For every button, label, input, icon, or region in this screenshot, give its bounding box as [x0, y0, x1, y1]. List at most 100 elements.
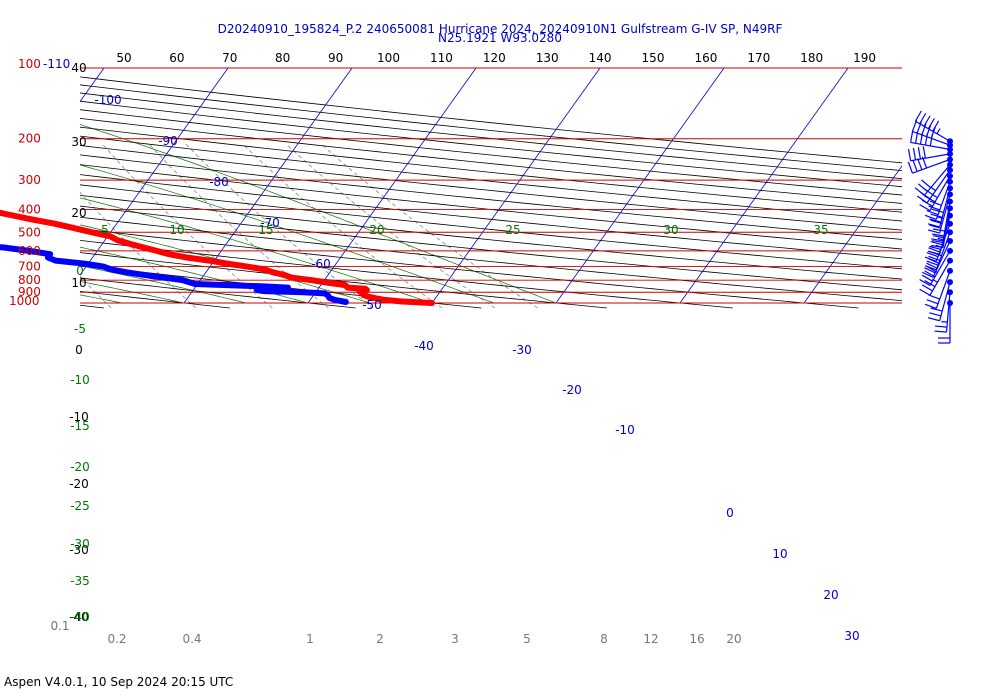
wind-barb-dot — [947, 167, 953, 174]
wind-barb-flag — [930, 219, 943, 224]
wind-barbs — [907, 110, 953, 344]
moist-adiabat-line — [80, 265, 247, 304]
mixing-ratio-label: 3 — [451, 632, 459, 646]
wind-barb-dot — [947, 156, 953, 163]
wind-barb-flag — [928, 247, 940, 253]
isotherm-label: -20 — [562, 383, 582, 397]
wind-barb-flag — [921, 284, 933, 292]
dry-adiabat-line — [80, 92, 902, 179]
isotherm-label: -40 — [414, 339, 434, 353]
wind-barb-flag — [932, 233, 945, 237]
wind-barb-flag — [924, 267, 936, 274]
isotherm-label: -90 — [158, 134, 178, 148]
wind-barb — [907, 156, 953, 174]
wind-barb-staff — [939, 281, 951, 321]
wind-barb-staff — [923, 164, 951, 196]
wind-barb-dot — [947, 191, 953, 198]
mixing-ratio-line — [101, 143, 273, 309]
wind-barb-dot — [947, 178, 953, 185]
wind-barb-flag — [917, 158, 923, 170]
top-axis-label: 120 — [483, 51, 506, 65]
moist-adiabat-line — [80, 281, 185, 304]
mixing-ratio-label: 1 — [306, 632, 314, 646]
wind-barb-flag — [930, 213, 943, 218]
moist-adiabat-label: -10 — [70, 373, 90, 387]
wind-barb-dot — [947, 172, 953, 179]
wind-barb-staff — [945, 292, 951, 333]
theta-label: -40 — [69, 610, 89, 624]
isotherm-label: -110 — [43, 57, 70, 71]
mixing-ratio-line — [242, 143, 443, 309]
wind-barb-flag — [926, 251, 939, 258]
wind-barb-flag — [914, 110, 922, 122]
pressure-label: 900 — [18, 285, 41, 299]
mixing-ratio-label: 8 — [600, 632, 608, 646]
top-axis-label: 110 — [430, 51, 453, 65]
wind-barb-dot — [947, 198, 953, 205]
theta-label: 40 — [71, 61, 86, 75]
dry-adiabat-line — [80, 84, 902, 172]
pressure-label: 400 — [18, 202, 41, 216]
theta-label: -10 — [69, 410, 89, 424]
wind-barb-flag — [924, 214, 937, 220]
dry-adiabat-line — [80, 205, 902, 291]
theta-label: 10 — [71, 276, 86, 290]
moist-adiabat-label: 25 — [505, 223, 520, 237]
wind-barb-flag — [917, 147, 922, 160]
isobars — [80, 67, 902, 304]
top-axis-label: 180 — [800, 51, 823, 65]
mixing-ratio-label: 0.2 — [107, 632, 126, 646]
wind-barb-flag — [914, 131, 919, 144]
wind-barb-flag — [929, 218, 942, 223]
dry-adiabat-line — [80, 264, 482, 309]
dry-adiabat-line — [80, 109, 902, 196]
dry-adiabat-line — [80, 117, 902, 204]
wind-barb-flag — [924, 265, 937, 271]
wind-barb — [919, 172, 953, 212]
dry-adiabat-line — [80, 184, 902, 270]
wind-barb — [910, 130, 953, 153]
moist-adiabat-label: -40 — [70, 610, 90, 624]
dry-adiabat-line — [80, 154, 902, 240]
isotherm-label: 20 — [823, 588, 838, 602]
wind-barb-flag — [928, 294, 940, 300]
wind-barb-flag — [927, 118, 935, 130]
isotherm-label: -80 — [209, 175, 229, 189]
top-axis-label: 140 — [589, 51, 612, 65]
mixing-ratio-label: 16 — [689, 632, 704, 646]
dry-adiabat-line — [80, 194, 902, 280]
dry-adiabat-line — [80, 216, 902, 302]
wind-barb-flag — [919, 204, 931, 212]
moist-adiabat-label: -5 — [74, 322, 86, 336]
top-axis-label: 190 — [853, 51, 876, 65]
isotherm-label: -60 — [311, 257, 331, 271]
isotherm-label: 30 — [844, 629, 859, 643]
isotherm-label: 10 — [772, 547, 787, 561]
wind-barb-dot — [947, 238, 953, 245]
isotherm-label: -50 — [362, 298, 382, 312]
dry-adiabat-line — [80, 277, 356, 309]
wind-barb — [919, 257, 953, 296]
moist-adiabat-label: 5 — [101, 223, 109, 237]
chart-title-line1: D20240910_195824_P.2 240650081 Hurricane… — [217, 22, 783, 36]
moist-adiabat-label: 10 — [169, 223, 184, 237]
wind-barb-dot — [947, 185, 953, 192]
wind-barb-dot — [947, 289, 953, 296]
dry-adiabats — [80, 76, 902, 309]
wind-barb-flag — [927, 229, 940, 234]
top-axis-label: 150 — [642, 51, 665, 65]
wind-barb-flag — [926, 210, 939, 216]
wind-barb-flag — [911, 120, 918, 132]
isotherm-label: -70 — [260, 216, 280, 230]
dry-adiabat-line — [80, 135, 902, 222]
wind-barb-flag — [922, 146, 926, 159]
wind-barb-flag — [932, 228, 945, 232]
dewpoint-trace — [0, 244, 349, 305]
theta-label: 0 — [75, 343, 83, 357]
wind-barb-dot — [947, 267, 953, 274]
wind-barb-flag — [926, 262, 938, 269]
mixing-ratio-label: 12 — [643, 632, 658, 646]
wind-barb-flag — [921, 199, 933, 207]
top-axis-label: 70 — [222, 51, 237, 65]
wind-barb-flag — [907, 161, 913, 174]
